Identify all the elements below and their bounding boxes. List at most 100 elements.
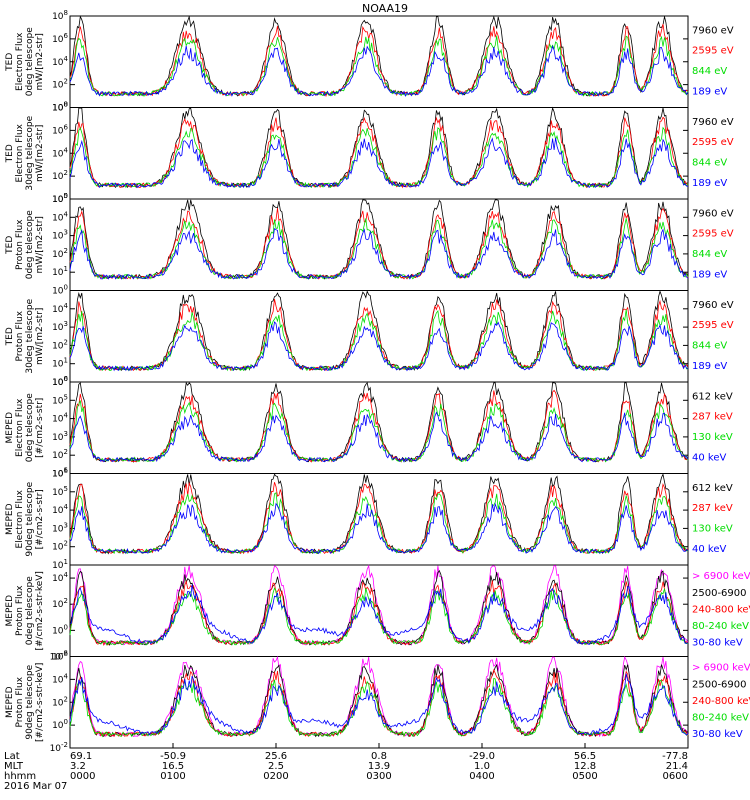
y-axis-label: Electron Flux: [15, 398, 25, 457]
y-tick-label: 101: [52, 357, 68, 370]
y-tick-label: 102: [52, 247, 68, 260]
y-axis-label: Electron Flux: [15, 32, 25, 91]
legend-entry: 844 eV: [692, 66, 727, 77]
legend-entry: 30-80 keV: [692, 729, 743, 740]
series-line: [69, 309, 688, 372]
x-mlt-label: 1.0: [474, 761, 490, 772]
y-axis-label: [#/cm2-s-str]: [35, 489, 45, 549]
legend-entry: 2595 eV: [692, 46, 734, 57]
panel-6: 101 102 103 104 105 106 MEPED Electron Flux 90de…: [5, 467, 733, 572]
x-time-label: 0400: [469, 771, 494, 782]
y-axis-label: 90deg telescope: [25, 664, 35, 739]
y-tick-label: 103: [52, 430, 68, 443]
series-line: [69, 24, 689, 98]
y-tick-label: 106: [52, 123, 68, 136]
x-lat-label: -29.0: [469, 751, 495, 762]
y-axis-label: TED: [5, 53, 15, 72]
legend-entry: 7960 eV: [692, 117, 734, 128]
series-line: [69, 15, 689, 97]
y-axis-label: mW/[m2-str]: [35, 125, 45, 182]
panel-1: 100 102 104 106 108 TED Electron Flux 0deg tele…: [5, 9, 734, 114]
x-time-label: 0600: [663, 771, 688, 782]
y-tick-label: 105: [52, 192, 68, 205]
legend-entry: 80-240 keV: [692, 621, 749, 632]
y-tick-label: 104: [52, 672, 68, 685]
series-line: [69, 569, 689, 646]
y-axis-label: mW/[m2-str]: [35, 33, 45, 90]
x-lat-label: 69.1: [70, 751, 92, 762]
series-line: [69, 35, 689, 97]
y-tick-label: 102: [52, 169, 68, 182]
y-tick-label: 100: [52, 192, 68, 205]
y-axis-label: [#/cm2-s-str-keV]: [35, 571, 45, 650]
x-mlt-label: 16.5: [162, 761, 184, 772]
y-axis-label: Proton Flux: [15, 676, 25, 727]
legend-entry: 612 keV: [692, 391, 733, 402]
y-tick-label: 102: [52, 597, 68, 610]
y-axis-label: MEPED: [5, 503, 15, 535]
y-tick-label: 104: [52, 146, 68, 159]
y-tick-label: 100: [52, 101, 68, 114]
panel-7: 10-2 100 102 104 MEPED Proton Flux 0deg telesc…: [5, 564, 750, 663]
y-tick-label: 102: [52, 448, 68, 461]
series-line: [69, 411, 689, 463]
series-line: [69, 587, 689, 646]
x-row-label: hhmm: [4, 771, 36, 782]
y-tick-label: 106: [52, 650, 68, 663]
x-mlt-label: 3.2: [70, 761, 86, 772]
series-line: [69, 655, 689, 738]
y-tick-label: 104: [52, 55, 68, 68]
y-axis-label: Proton Flux: [15, 219, 25, 270]
x-row-label: MLT: [4, 761, 24, 772]
y-axis-label: Electron Flux: [15, 489, 25, 548]
y-tick-label: 103: [52, 229, 68, 242]
x-row-label: 2016 Mar 07: [4, 781, 67, 792]
legend-entry: 189 eV: [692, 178, 727, 189]
series-line: [69, 218, 689, 280]
y-axis-label: TED: [5, 327, 15, 346]
legend-entry: 844 eV: [692, 157, 727, 168]
series-line: [69, 126, 689, 189]
legend-entry: 2595 eV: [692, 229, 734, 240]
series-line: [69, 389, 689, 463]
x-mlt-label: 2.5: [268, 761, 284, 772]
y-tick-label: 103: [52, 320, 68, 333]
series-line: [69, 473, 689, 555]
series-line: [69, 481, 689, 555]
series-line: [69, 400, 689, 463]
legend-entry: 2500-6900: [692, 679, 747, 690]
series-line: [69, 502, 689, 555]
y-axis-label: MEPED: [5, 595, 15, 627]
y-tick-label: 102: [52, 540, 68, 553]
y-tick-label: 101: [52, 265, 68, 278]
legend-entry: > 6900 keV: [692, 663, 750, 674]
chart-title: NOAA19: [362, 2, 408, 15]
series-line: [69, 663, 689, 738]
x-lat-label: 56.5: [574, 751, 596, 762]
legend-entry: 240-800 keV: [692, 604, 750, 615]
x-lat-label: 25.6: [265, 751, 287, 762]
legend-entry: 2595 eV: [692, 320, 734, 331]
y-axis-label: Proton Flux: [15, 585, 25, 636]
series-line: [69, 228, 689, 280]
x-lat-label: -77.8: [662, 751, 688, 762]
panel-2: 100 102 104 106 108 TED Electron Flux 30deg tel…: [5, 101, 734, 206]
series-line: [69, 45, 689, 97]
legend-entry: 80-240 keV: [692, 713, 749, 724]
y-tick-label: 103: [52, 521, 68, 534]
legend-entry: 844 eV: [692, 249, 727, 260]
legend-entry: 7960 eV: [692, 300, 734, 311]
x-time-label: 0200: [263, 771, 288, 782]
legend-entry: 2595 eV: [692, 137, 734, 148]
y-axis-label: 30deg telescope: [25, 115, 35, 190]
x-time-label: 0300: [366, 771, 391, 782]
legend-entry: 189 eV: [692, 269, 727, 280]
series-line: [69, 199, 688, 280]
y-tick-label: 102: [52, 78, 68, 91]
x-time-label: 0000: [70, 771, 95, 782]
series-line: [69, 584, 689, 645]
y-tick-label: 104: [52, 571, 68, 584]
legend-entry: 189 eV: [692, 361, 727, 372]
